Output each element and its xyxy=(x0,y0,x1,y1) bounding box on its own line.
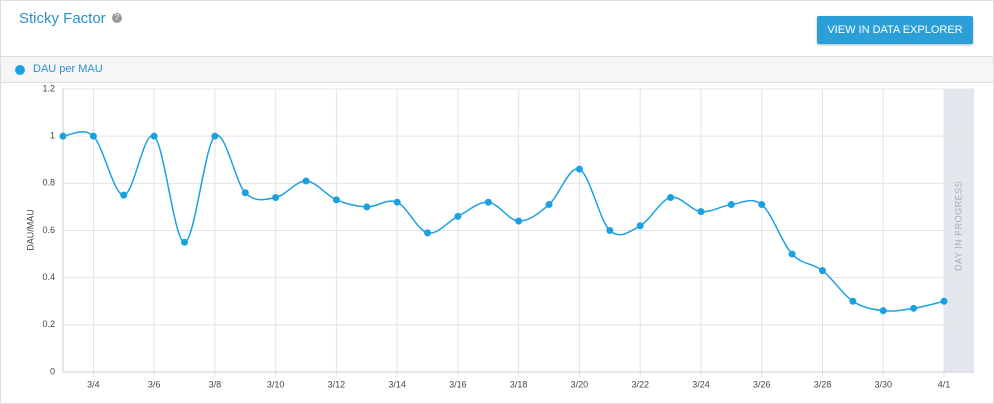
point xyxy=(332,196,340,204)
x-tick-label: 3/4 xyxy=(87,379,100,389)
point xyxy=(59,132,67,140)
x-tick-label: 3/18 xyxy=(510,379,528,389)
x-tick-label: 3/24 xyxy=(692,379,710,389)
point xyxy=(393,198,401,206)
point xyxy=(606,227,614,234)
point xyxy=(636,222,644,230)
x-tick-label: 3/20 xyxy=(571,379,589,389)
point xyxy=(879,307,887,315)
y-tick-label: 0.4 xyxy=(42,272,55,282)
point xyxy=(120,191,128,199)
x-tick-label: 3/22 xyxy=(631,379,649,389)
point xyxy=(484,198,492,206)
point xyxy=(940,297,948,305)
y-tick-label: 0.2 xyxy=(42,319,55,329)
x-tick-label: 3/6 xyxy=(148,379,161,389)
y-tick-label: 1 xyxy=(50,131,55,141)
x-tick-label: 3/26 xyxy=(753,379,771,389)
annotation: DAY IN PROGRESS xyxy=(953,181,963,271)
point xyxy=(150,132,158,140)
x-tick-label: 3/12 xyxy=(328,379,346,389)
help-icon[interactable]: ? xyxy=(111,13,122,23)
point xyxy=(181,238,189,246)
point xyxy=(697,208,705,216)
title: Sticky Factor ? xyxy=(19,10,122,27)
point xyxy=(272,193,280,201)
x-tick-label: 3/16 xyxy=(449,379,467,389)
point xyxy=(910,304,918,312)
point xyxy=(727,201,735,209)
point xyxy=(454,212,462,220)
line xyxy=(62,131,945,312)
x-tick-label: 3/30 xyxy=(874,379,892,389)
point xyxy=(89,132,97,140)
y-tick-label: 0.8 xyxy=(42,178,55,188)
point xyxy=(211,132,219,140)
point xyxy=(758,201,766,209)
x-tick-label: 3/8 xyxy=(209,379,222,389)
x-tick-label: 3/28 xyxy=(814,379,832,389)
point xyxy=(575,165,583,173)
x-tick-label: 4/1 xyxy=(938,379,951,389)
x-tick-label: 3/14 xyxy=(388,379,406,389)
point xyxy=(849,297,857,305)
point xyxy=(424,229,432,237)
x-tick-label: 3/10 xyxy=(267,379,285,389)
legend: DAU per MAU xyxy=(1,56,993,83)
point xyxy=(545,201,553,209)
button[interactable]: VIEW IN DATA EXPLORER xyxy=(817,16,973,44)
y-tick-label: 0 xyxy=(50,366,55,376)
point xyxy=(302,177,310,185)
point xyxy=(363,203,371,211)
y-tick-label: 1.2 xyxy=(42,83,55,93)
y-tick-label: 0.6 xyxy=(42,225,55,235)
point xyxy=(241,189,249,197)
y-axis-label: DAU/MAU xyxy=(25,209,35,251)
legend-label[interactable]: DAU per MAU xyxy=(33,63,103,75)
point xyxy=(818,267,826,275)
legend-marker[interactable] xyxy=(15,65,25,75)
point xyxy=(788,250,796,258)
title-text: Sticky Factor xyxy=(19,10,106,27)
point xyxy=(515,217,523,225)
point xyxy=(667,193,675,201)
